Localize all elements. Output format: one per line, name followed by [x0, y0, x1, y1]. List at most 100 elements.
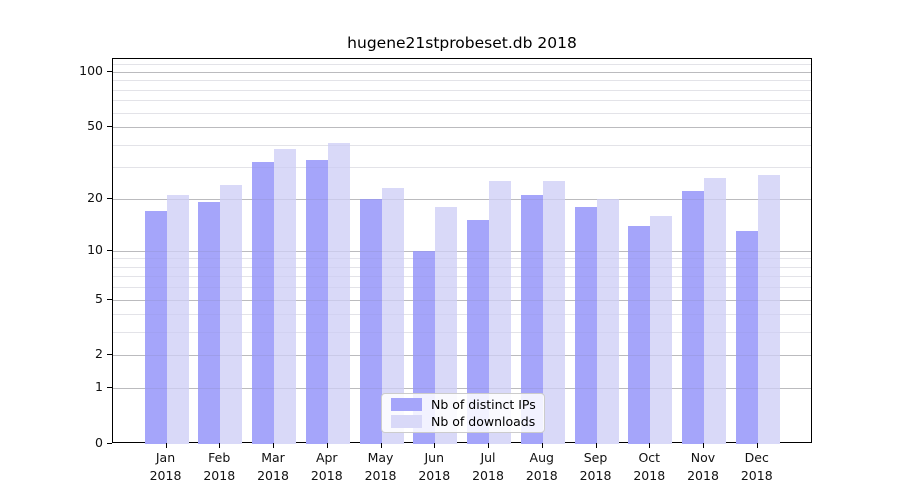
x-label-may: May 2018: [349, 449, 413, 484]
x-label-jan: Jan 2018: [134, 449, 198, 484]
x-label-jun: Jun 2018: [402, 449, 466, 484]
bar-mar-distinct-ips: [252, 162, 274, 444]
x-label-mar: Mar 2018: [241, 449, 305, 484]
x-label-month: Apr: [315, 450, 338, 465]
gridline-major-10: [113, 250, 811, 252]
gridline-overlay-minor-30: [113, 167, 811, 169]
gridline-minor-80: [113, 89, 811, 91]
y-tick-label-20: 20: [87, 189, 103, 205]
gridline-overlay-major-20: [113, 198, 811, 200]
x-label-month: Jun: [424, 450, 445, 465]
bar-nov-downloads: [704, 178, 726, 444]
gridline-minor-8: [113, 266, 811, 268]
gridline-major-100: [113, 71, 811, 73]
gridline-overlay-major-2: [113, 355, 811, 357]
x-tick-apr: [326, 443, 328, 448]
y-tick-100: [107, 70, 112, 72]
y-tick-2: [107, 354, 112, 356]
bar-sep-downloads: [596, 198, 619, 444]
gridline-major-1: [113, 388, 811, 390]
x-label-month: Sep: [583, 450, 608, 465]
gridline-minor-3: [113, 332, 811, 334]
x-label-month: Aug: [529, 450, 554, 465]
gridline-overlay-major-5: [113, 299, 811, 301]
gridline-overlay-minor-110: [113, 64, 811, 66]
x-label-oct: Oct 2018: [617, 449, 681, 484]
bar-apr-distinct-ips: [305, 159, 328, 444]
y-tick-20: [107, 197, 112, 199]
y-tick-label-1: 1: [95, 379, 103, 395]
x-tick-oct: [649, 443, 651, 448]
bar-jul-distinct-ips: [467, 220, 489, 444]
x-label-year: 2018: [203, 467, 236, 483]
gridline-minor-30: [113, 167, 811, 169]
x-label-month: Jan: [155, 450, 176, 465]
legend-swatch-distinct-ips: [391, 397, 422, 411]
bar-jun-downloads: [435, 206, 458, 444]
legend: Nb of distinct IPs Nb of downloads: [381, 393, 545, 433]
x-tick-jul: [488, 443, 489, 448]
gridline-overlay-major-1: [113, 388, 811, 390]
gridline-overlay-minor-4: [113, 314, 811, 316]
x-label-jul: Jul 2018: [456, 449, 520, 484]
bar-aug-distinct-ips: [520, 194, 543, 444]
gridline-overlay-minor-90: [113, 80, 811, 82]
y-tick-label-5: 5: [95, 290, 103, 306]
y-tick-50: [107, 126, 112, 128]
x-tick-jun: [434, 443, 436, 448]
gridline-overlay-minor-40: [113, 144, 811, 146]
y-tick-5: [107, 298, 112, 300]
x-tick-aug: [541, 443, 543, 448]
x-tick-mar: [273, 443, 274, 448]
x-label-month: May: [367, 450, 394, 465]
x-label-year: 2018: [364, 467, 397, 483]
x-label-month: Oct: [638, 450, 661, 465]
x-tick-sep: [595, 443, 597, 448]
gridline-minor-40: [113, 144, 811, 146]
x-label-year: 2018: [633, 467, 666, 483]
x-label-sep: Sep 2018: [564, 449, 628, 484]
x-tick-nov: [703, 443, 704, 448]
bar-oct-distinct-ips: [628, 225, 651, 444]
bar-dec-downloads: [757, 175, 780, 444]
legend-item-downloads: Nb of downloads: [388, 414, 538, 431]
gridline-minor-7: [113, 276, 811, 278]
x-label-dec: Dec 2018: [725, 449, 789, 484]
bar-mar-downloads: [274, 148, 296, 444]
gridline-overlay-minor-70: [113, 100, 811, 102]
bar-may-distinct-ips: [359, 198, 382, 444]
legend-item-distinct-ips: Nb of distinct IPs: [388, 396, 538, 413]
gridline-overlay-minor-60: [113, 112, 811, 114]
x-label-month: Feb: [208, 450, 231, 465]
legend-label-downloads: Nb of downloads: [431, 414, 536, 430]
x-label-month: Jul: [480, 450, 496, 465]
x-label-year: 2018: [257, 467, 289, 483]
y-tick-10: [107, 249, 112, 251]
bar-aug-downloads: [542, 181, 565, 444]
x-label-year: 2018: [740, 467, 773, 483]
bar-nov-distinct-ips: [682, 191, 704, 444]
x-label-year: 2018: [472, 467, 504, 483]
gridline-minor-110: [113, 64, 811, 66]
x-tick-feb: [219, 443, 221, 448]
bar-feb-distinct-ips: [198, 202, 221, 444]
bar-apr-downloads: [327, 142, 350, 444]
x-tick-jan: [165, 443, 167, 448]
gridline-major-50: [113, 127, 811, 129]
gridline-minor-90: [113, 80, 811, 82]
y-tick-label-0: 0: [95, 435, 103, 450]
gridline-overlay-major-100: [113, 71, 811, 73]
y-tick-0: [107, 443, 112, 444]
gridline-overlay-major-50: [113, 127, 811, 129]
x-label-feb: Feb 2018: [187, 449, 251, 484]
x-label-month: Dec: [744, 450, 769, 465]
x-label-aug: Aug 2018: [510, 449, 574, 484]
gridline-minor-9: [113, 258, 811, 260]
bar-oct-downloads: [650, 215, 673, 444]
x-label-year: 2018: [310, 467, 343, 483]
gridline-major-5: [113, 299, 811, 301]
bar-jan-distinct-ips: [144, 210, 167, 444]
x-label-year: 2018: [149, 467, 182, 483]
gridline-overlay-minor-3: [113, 332, 811, 334]
